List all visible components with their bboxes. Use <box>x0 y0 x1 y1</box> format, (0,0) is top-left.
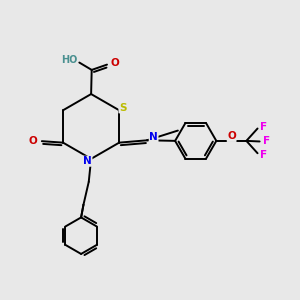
Text: F: F <box>260 150 268 160</box>
Text: HO: HO <box>61 55 77 64</box>
Text: O: O <box>227 131 236 142</box>
Text: F: F <box>260 122 268 132</box>
Text: O: O <box>29 136 38 146</box>
Text: S: S <box>119 103 126 113</box>
Text: O: O <box>111 58 120 68</box>
Text: N: N <box>83 156 92 166</box>
Text: F: F <box>262 136 270 146</box>
Text: N: N <box>149 132 158 142</box>
